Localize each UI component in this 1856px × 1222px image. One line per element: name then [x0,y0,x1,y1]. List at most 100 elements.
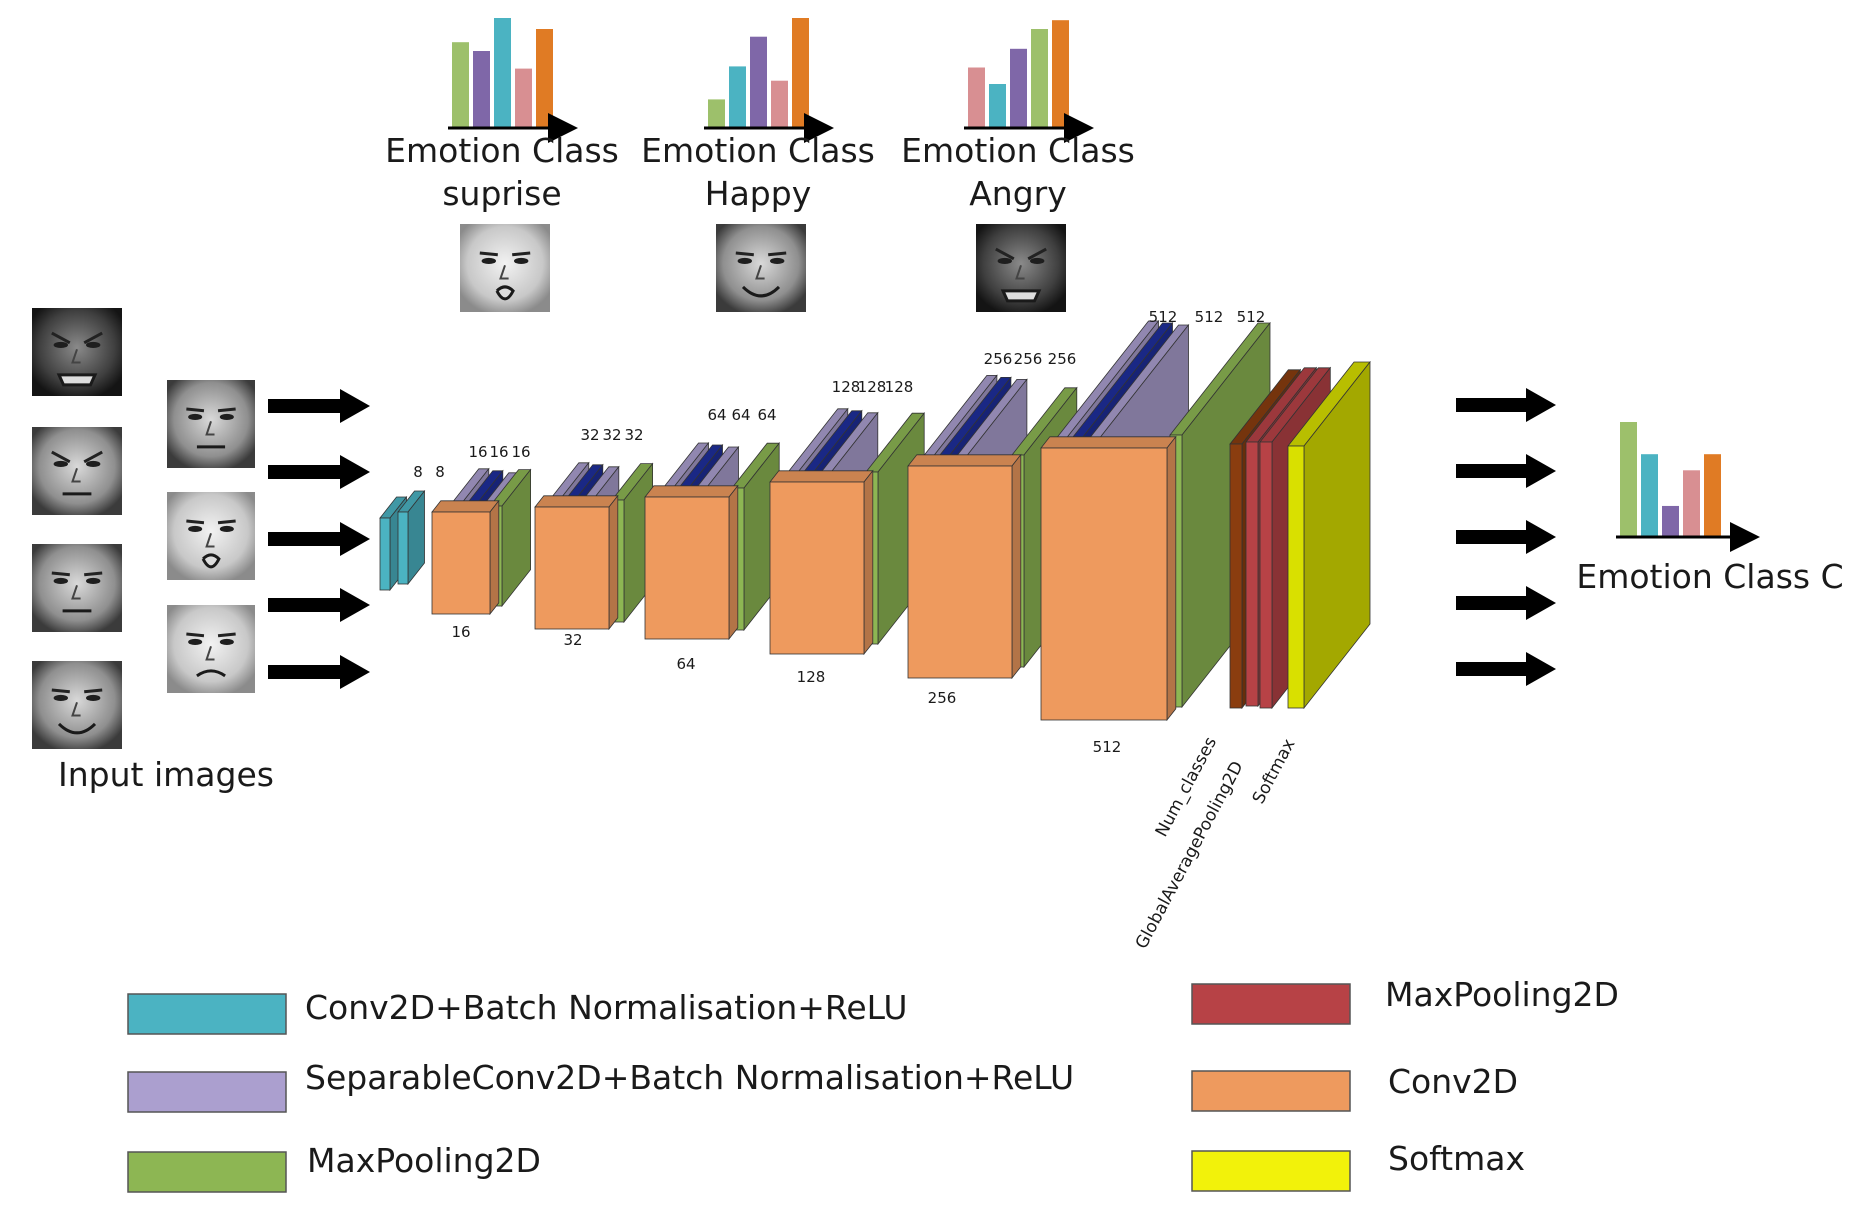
layer-top-label: 512 [1237,308,1266,326]
right-eye-icon [219,638,234,646]
legend-label: Conv2D [1388,1062,1518,1101]
left-brow-icon [735,251,754,257]
box-top [431,500,500,513]
block-4-conv2d [769,469,874,656]
mouth-icon [56,373,98,387]
disgust-face [32,427,122,515]
input-images-label: Input images [58,755,274,794]
arrow-head-icon [1526,586,1556,620]
left-eye-icon [188,638,203,646]
arrow-shaft [268,465,344,479]
output-arrow-5 [1456,652,1556,686]
right-eye-icon [770,257,785,265]
box-top [1040,436,1177,449]
bar-3 [750,36,767,129]
emotion-panel-title: Emotion Class [385,131,619,170]
box-side [608,494,619,631]
box-side [863,469,874,656]
layer-bottom-label: 512 [1093,738,1122,756]
layer-top-label: 16 [511,443,530,461]
left-eye-icon [53,341,68,349]
right-eye-icon [86,694,101,702]
arrow-head-icon [340,588,370,622]
box-front [1287,445,1305,709]
right-eye-icon [1030,257,1045,265]
output-label: Emotion Class C [1576,557,1843,596]
legend-item-2: SeparableConv2D+Batch Normalisation+ReLU [127,1058,1074,1113]
bar-5 [536,29,553,128]
mouth-icon [196,669,226,678]
right-eye-icon [219,413,234,421]
emotion-panel-class: Angry [969,174,1067,213]
layer-bottom-label: 128 [797,668,826,686]
left-eye-icon [997,257,1012,265]
bar-3 [1010,48,1027,128]
right-brow-icon [84,688,103,694]
legend-item-5: Conv2D [1191,1062,1518,1112]
legend-item-4: MaxPooling2D [1191,975,1619,1025]
arrow-head-icon [1526,454,1556,488]
box-side [728,484,739,641]
surprised-face [460,224,550,312]
arrow-head-icon [1526,520,1556,554]
nose-icon [755,265,765,280]
bar-1 [968,67,985,128]
input-arrow-4 [268,588,370,622]
left-eye-icon [53,694,68,702]
left-brow-icon [186,519,205,525]
layer-bottom-label: 16 [451,623,470,641]
arrow-shaft [268,532,344,546]
input-arrow-1 [268,389,370,423]
block-5-conv2d [907,453,1022,680]
block-1-conv2d [431,499,500,616]
output-arrow-3 [1456,520,1556,554]
box-top [769,470,874,483]
box-front [379,517,391,591]
box-front [431,511,491,615]
box-side [1011,453,1022,680]
arrow-head-icon [340,522,370,556]
arrow-head-icon [1526,652,1556,686]
emotion-panel-chart [704,18,834,143]
happy-face [32,661,122,749]
emotion-panel-chart [448,18,578,143]
layer-top-label: 8 [435,463,445,481]
right-brow-icon [1027,247,1047,261]
output-arrow-4 [1456,586,1556,620]
layer-top-label: 64 [707,406,726,424]
output-arrow-1 [1456,388,1556,422]
surprised-face [167,492,255,580]
legend-label: MaxPooling2D [1385,975,1619,1014]
input-arrow-2 [268,455,370,489]
arrow-shaft [1456,398,1530,412]
emotion-panel-title: Emotion Class [901,131,1135,170]
layer-top-label: 128 [832,378,861,396]
left-brow-icon [51,450,71,464]
left-eye-icon [188,413,203,421]
output-chart [1616,422,1760,552]
neutral-face [32,544,122,632]
box-top [534,495,619,508]
nose-icon [1015,265,1025,280]
legend-swatch [127,993,287,1035]
left-brow-icon [186,632,205,638]
box-front [534,506,610,630]
bar-4 [515,68,532,128]
right-brow-icon [84,571,103,577]
right-brow-icon [217,519,236,525]
mouth-icon [495,285,515,301]
right-brow-icon [768,251,787,257]
box-top [907,454,1022,467]
right-brow-icon [83,450,103,464]
box-front [769,481,865,655]
emotion-panel-class: Happy [705,174,811,213]
mouth-icon [57,722,97,735]
layer-top-label: 8 [413,463,423,481]
right-brow-icon [83,331,103,345]
block-6-conv2d [1040,435,1177,722]
mouth-icon [201,553,221,569]
layer-top-label: 16 [489,443,508,461]
left-brow-icon [186,407,205,413]
bar-2 [473,51,490,128]
arrow-head-icon [1526,388,1556,422]
